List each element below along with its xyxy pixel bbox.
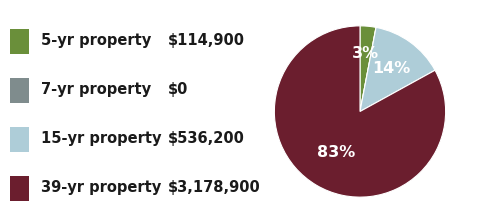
Wedge shape (360, 26, 376, 112)
FancyBboxPatch shape (10, 127, 29, 152)
Wedge shape (274, 26, 446, 197)
Text: 3%: 3% (352, 46, 379, 61)
Wedge shape (360, 27, 376, 112)
FancyBboxPatch shape (10, 29, 29, 54)
Text: 39-yr property: 39-yr property (41, 180, 161, 195)
Text: 5-yr property: 5-yr property (41, 33, 151, 48)
Text: $0: $0 (168, 82, 188, 97)
FancyBboxPatch shape (10, 176, 29, 201)
Text: $3,178,900: $3,178,900 (168, 180, 261, 195)
Text: 15-yr property: 15-yr property (41, 131, 162, 146)
Text: 14%: 14% (372, 61, 410, 76)
FancyBboxPatch shape (10, 78, 29, 103)
Text: 7-yr property: 7-yr property (41, 82, 151, 97)
Text: $114,900: $114,900 (168, 33, 245, 48)
Text: 83%: 83% (317, 145, 355, 159)
Text: $536,200: $536,200 (168, 131, 245, 146)
Wedge shape (360, 27, 435, 112)
